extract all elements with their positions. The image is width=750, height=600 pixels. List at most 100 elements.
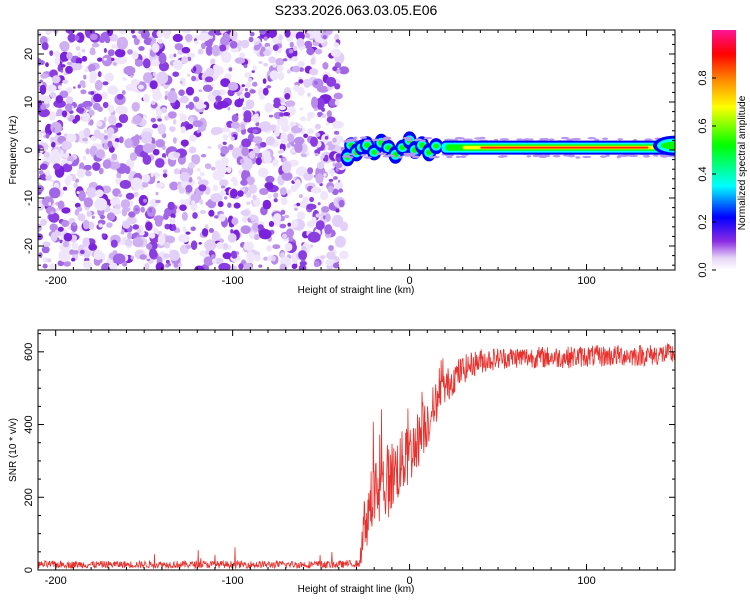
noise-blob — [188, 101, 195, 110]
noise-blob — [220, 185, 226, 189]
noise-blob — [322, 35, 327, 40]
band-wisp — [390, 154, 396, 158]
noise-blob — [102, 101, 109, 109]
noise-blob — [88, 109, 95, 116]
noise-blob — [115, 122, 123, 128]
snr-x-tick-label: 0 — [407, 575, 413, 587]
noise-blob — [313, 260, 320, 268]
band-wisp — [457, 137, 465, 140]
noise-blob — [304, 40, 313, 49]
band-wisp — [402, 136, 409, 140]
noise-blob — [268, 114, 274, 118]
noise-blob — [286, 142, 291, 149]
noise-blob — [97, 144, 103, 150]
band-wisp — [594, 138, 600, 142]
noise-blob — [101, 54, 113, 67]
band-wisp — [543, 154, 550, 158]
noise-blob — [183, 198, 192, 206]
noise-blob — [38, 223, 42, 232]
noise-blob — [229, 188, 238, 199]
noise-blob — [296, 37, 305, 48]
noise-blob — [309, 196, 314, 203]
band-wisp — [629, 154, 639, 158]
noise-blob — [298, 264, 307, 270]
noise-blob — [181, 46, 191, 54]
noise-blob — [118, 30, 128, 35]
noise-blob — [169, 249, 180, 261]
colorbar-tick-label: 0.2 — [697, 214, 709, 229]
noise-blob — [51, 75, 61, 84]
band-wisp — [543, 137, 549, 141]
band-wisp — [652, 154, 659, 157]
noise-blob — [40, 104, 46, 110]
noise-blob — [122, 77, 127, 81]
noise-blob — [291, 263, 298, 269]
noise-blob — [214, 215, 220, 219]
noise-blob — [246, 251, 255, 263]
noise-blob — [263, 62, 269, 67]
band-wisp — [552, 154, 561, 158]
noise-blob — [146, 243, 153, 250]
noise-blob — [179, 204, 187, 211]
noise-blob — [280, 132, 288, 145]
noise-blob — [222, 33, 231, 43]
band-wisp — [460, 155, 467, 158]
noise-blob — [71, 257, 76, 262]
noise-blob — [306, 203, 317, 210]
noise-blob — [143, 198, 147, 203]
noise-blob — [168, 263, 171, 267]
noise-blob — [73, 182, 78, 188]
noise-blob — [242, 216, 248, 223]
band-wisp — [348, 138, 354, 142]
noise-blob — [269, 70, 279, 81]
noise-blob — [253, 44, 260, 51]
noise-blob — [272, 158, 279, 167]
noise-blob — [281, 171, 293, 181]
noise-blob — [185, 104, 189, 109]
noise-blob — [91, 215, 95, 219]
noise-blob — [253, 254, 261, 262]
colorbar-tick-label: 0.4 — [697, 166, 709, 181]
noise-blob — [124, 165, 131, 175]
spectrogram-noise-region — [38, 30, 350, 270]
noise-blob — [302, 196, 309, 203]
noise-blob — [172, 137, 177, 144]
noise-blob — [198, 242, 202, 245]
noise-blob — [199, 209, 207, 215]
noise-blob — [116, 93, 124, 100]
noise-blob — [179, 95, 189, 104]
noise-blob — [310, 136, 318, 147]
noise-blob — [201, 228, 209, 237]
noise-blob — [173, 262, 179, 268]
noise-blob — [258, 61, 263, 64]
snr-x-tick-label: -100 — [222, 575, 244, 587]
noise-blob — [245, 99, 255, 110]
noise-blob — [210, 58, 216, 65]
noise-blob — [212, 258, 217, 264]
noise-blob — [97, 57, 103, 62]
band-wisp — [619, 154, 629, 158]
colorbar-tick-label: 0.8 — [697, 70, 709, 85]
noise-blob — [326, 110, 332, 118]
band-wisp — [516, 138, 524, 141]
noise-blob — [213, 65, 224, 76]
noise-blob — [305, 183, 308, 188]
noise-blob — [157, 230, 163, 235]
noise-blob — [194, 40, 200, 45]
noise-blob — [336, 153, 341, 158]
noise-blob — [272, 244, 281, 250]
band-wisp — [413, 155, 420, 158]
noise-blob — [132, 34, 137, 39]
noise-blob — [40, 218, 47, 226]
noise-blob — [211, 230, 220, 243]
noise-blob — [258, 229, 272, 240]
noise-blob — [75, 63, 83, 71]
noise-blob — [152, 148, 160, 156]
noise-blob — [280, 209, 286, 215]
noise-blob — [185, 231, 191, 235]
noise-blob — [142, 143, 155, 154]
noise-blob — [338, 188, 344, 193]
noise-blob — [238, 96, 244, 104]
noise-blob — [231, 253, 238, 259]
band-wisp — [582, 155, 592, 159]
